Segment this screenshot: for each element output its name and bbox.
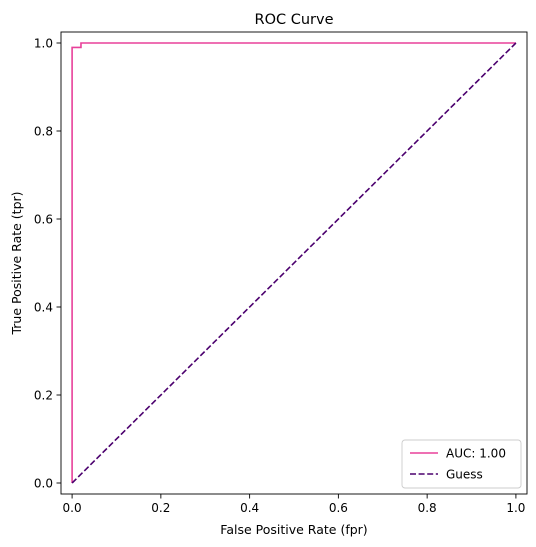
plot-area: 0.0 0.2 0.4 0.6 0.8 1.0 0.0 0.2 0.4 0.6 0.8 1.0 bbox=[34, 31, 528, 515]
y-tick-label: 0.6 bbox=[34, 212, 53, 226]
y-tick-label: 0.0 bbox=[34, 476, 53, 490]
chart-title: ROC Curve bbox=[255, 12, 334, 28]
x-axis-label: False Positive Rate (fpr) bbox=[220, 522, 367, 537]
legend: AUC: 1.00 Guess bbox=[401, 439, 522, 489]
x-tick-label: 0.4 bbox=[240, 501, 259, 515]
x-tick-label: 1.0 bbox=[506, 501, 525, 515]
legend-box bbox=[401, 439, 522, 489]
y-tick-label: 0.2 bbox=[34, 388, 53, 402]
y-tick-label: 0.4 bbox=[34, 300, 53, 314]
x-tick-label: 0.0 bbox=[63, 501, 82, 515]
legend-entry-label: Guess bbox=[446, 467, 483, 481]
axes-frame bbox=[60, 31, 528, 495]
legend-entry-label: AUC: 1.00 bbox=[446, 446, 506, 460]
y-axis-label: True Positive Rate (tpr) bbox=[9, 191, 24, 335]
series-line-roc bbox=[71, 42, 516, 483]
y-tick-label: 1.0 bbox=[34, 36, 53, 50]
x-tick-label: 0.2 bbox=[151, 501, 170, 515]
y-tick-label: 0.8 bbox=[34, 124, 53, 138]
x-tick-label: 0.8 bbox=[418, 501, 437, 515]
series-line-guess bbox=[71, 42, 517, 484]
x-tick-label: 0.6 bbox=[329, 501, 348, 515]
